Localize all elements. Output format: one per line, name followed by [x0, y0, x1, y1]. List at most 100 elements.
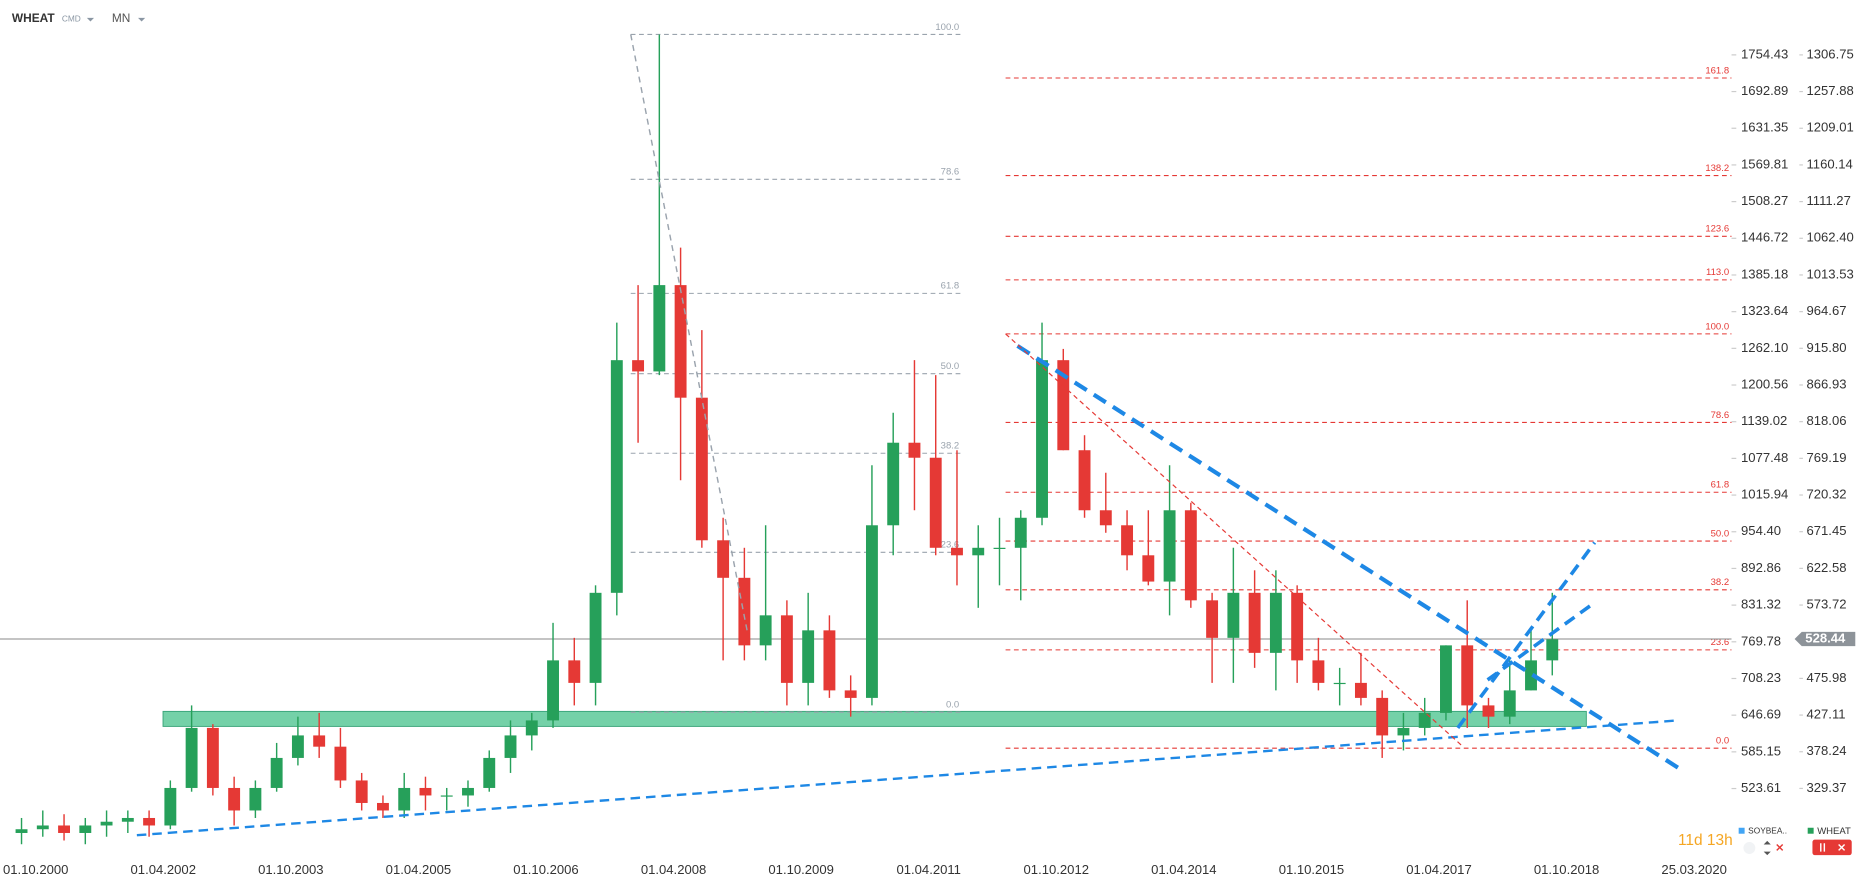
candle-body	[844, 690, 857, 698]
y2-tick-label: 1139.02	[1741, 413, 1787, 428]
candle-body	[1184, 510, 1197, 601]
axis-background	[1731, 0, 1866, 885]
candle-body	[1312, 660, 1325, 683]
close-icon[interactable]	[1776, 843, 1784, 851]
y-tick-label: 1257.88	[1806, 83, 1853, 98]
x-tick-label: 01.04.2011	[896, 862, 960, 877]
dropdown-arrow[interactable]	[138, 17, 146, 22]
x-tick-label: 25.03.2020	[1661, 862, 1726, 877]
support-zone	[162, 710, 1587, 727]
fib-label: 78.6	[1711, 410, 1730, 421]
trendline	[1005, 333, 1462, 746]
y2-tick-label: 1446.72	[1741, 230, 1788, 245]
settings-icon[interactable]	[1743, 842, 1756, 854]
candle-body	[1057, 360, 1070, 451]
candle-body	[355, 780, 368, 803]
candle-body	[865, 525, 878, 698]
active-series-button[interactable]	[1812, 839, 1852, 856]
fib-label: 113.0	[1706, 267, 1729, 278]
fib-label: 23.6	[1711, 637, 1730, 648]
fib-label: 161.8	[1705, 65, 1729, 76]
candle-body	[462, 787, 474, 796]
trendline	[1016, 344, 1682, 771]
candles	[15, 34, 1559, 845]
candle-body	[504, 735, 517, 758]
candle-body	[738, 577, 751, 646]
fib-label: 138.2	[1705, 163, 1729, 174]
candle-body	[79, 825, 92, 833]
y2-tick-label: 1077.48	[1741, 450, 1788, 465]
candle-body	[1121, 525, 1134, 556]
x-tick-label: 01.10.2018	[1534, 862, 1599, 877]
x-tick-label: 01.10.2000	[3, 862, 68, 877]
candle-body	[1418, 712, 1431, 728]
candle-body	[1099, 510, 1112, 526]
fib-label: 38.2	[941, 441, 960, 452]
y2-tick-label: 892.86	[1741, 560, 1781, 575]
instrument-name[interactable]: WHEAT	[12, 11, 55, 25]
candle-body	[36, 825, 49, 830]
trendline	[630, 34, 749, 632]
y-tick-label: 1111.27	[1806, 193, 1850, 208]
candle-body	[185, 727, 198, 788]
candle-body	[1440, 645, 1452, 713]
y-tick-label: 622.58	[1806, 560, 1846, 575]
candle-body	[972, 547, 985, 556]
countdown: 11d 13h	[1678, 832, 1733, 849]
y2-tick-label: 1200.56	[1741, 376, 1788, 391]
fib-label: 0.0	[946, 700, 959, 711]
candle-body	[143, 817, 156, 826]
y-tick-label: 964.67	[1806, 303, 1846, 318]
x-tick-label: 01.04.2005	[386, 862, 451, 877]
candle-body	[1227, 592, 1240, 638]
y-tick-label: 1062.40	[1806, 230, 1853, 245]
candle-body	[1354, 682, 1367, 698]
x-tick-label: 01.10.2012	[1024, 862, 1089, 877]
candle-body	[483, 757, 496, 788]
fib-label: 0.0	[1716, 736, 1729, 747]
candle-body	[1036, 360, 1048, 518]
x-tick-label: 01.10.2015	[1279, 862, 1344, 877]
y-tick-label: 1306.75	[1806, 46, 1853, 61]
dropdown-arrow[interactable]	[86, 17, 95, 22]
instrument-type[interactable]: CMD	[62, 13, 81, 23]
y-tick-label: 427.11	[1806, 707, 1845, 722]
candle-body	[1461, 645, 1474, 706]
candle-body	[951, 547, 963, 556]
candle-body	[206, 727, 219, 788]
candle-body	[228, 787, 241, 811]
candle-body	[1482, 705, 1495, 717]
fib-label: 100.0	[935, 22, 959, 33]
candle-body	[610, 360, 623, 593]
candle-body	[929, 457, 942, 548]
legend-label[interactable]: SOYBEA..	[1748, 826, 1787, 836]
y-tick-label: 573.72	[1806, 596, 1846, 611]
candle-body	[164, 787, 177, 826]
candle-body	[1333, 682, 1346, 685]
candle-body	[1206, 600, 1219, 638]
sort-icon[interactable]	[1763, 840, 1771, 856]
fib-label: 50.0	[1711, 528, 1730, 539]
fib-label: 78.6	[941, 167, 960, 178]
y-tick-label: 378.24	[1806, 743, 1846, 758]
y2-tick-label: 646.69	[1741, 707, 1781, 722]
y-tick-label: 1160.14	[1806, 156, 1852, 171]
legend-label[interactable]: WHEAT	[1817, 826, 1851, 837]
legend-swatch	[1738, 827, 1745, 834]
fib-label: 38.2	[1711, 577, 1730, 588]
candle-body	[1269, 592, 1282, 653]
price-axis: 1754.43 1692.89 1631.35 1569.81 1508.27 1446.…	[3, 0, 1866, 885]
y-tick-label: 1209.01	[1806, 120, 1853, 135]
candle-body	[1248, 592, 1261, 653]
trendline	[1486, 601, 1596, 682]
fib-label: 23.6	[941, 540, 960, 551]
candle-body	[589, 592, 602, 683]
y2-tick-label: 1631.35	[1741, 120, 1788, 135]
candle-body	[121, 817, 134, 822]
y2-tick-label: 1385.18	[1741, 266, 1788, 281]
candle-body	[58, 825, 70, 833]
interval[interactable]: MN	[112, 11, 131, 25]
candle-body	[887, 442, 900, 526]
last-price-badge	[1794, 631, 1856, 647]
